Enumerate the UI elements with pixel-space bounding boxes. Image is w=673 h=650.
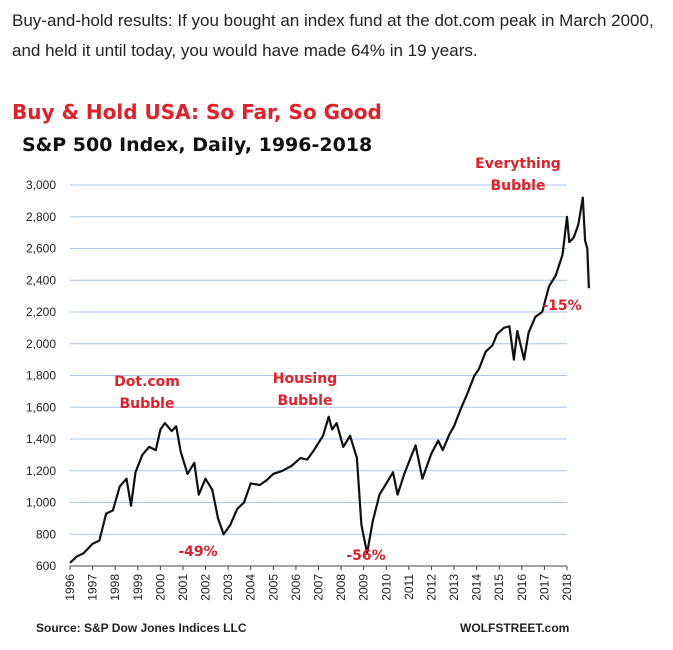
y-tick-label: 1,600 <box>26 400 56 414</box>
y-tick-label: 2,600 <box>26 242 56 256</box>
x-tick-label: 2011 <box>402 574 416 600</box>
x-tick-label: 2004 <box>244 574 258 601</box>
y-tick-label: 1,800 <box>26 369 56 383</box>
x-tick-label: 2008 <box>334 574 348 601</box>
x-tick-label: 2003 <box>221 574 235 601</box>
y-tick-label: 1,200 <box>26 464 56 478</box>
source-note: Source: S&P Dow Jones Indices LLC <box>36 621 247 635</box>
x-tick-label: 1997 <box>86 574 100 601</box>
annotation-drawdown-15: -15% <box>542 298 581 314</box>
y-tick-label: 3,000 <box>26 178 56 192</box>
brand-label: WOLFSTREET.com <box>460 621 570 635</box>
annotation-dotcom-bubble: Dot.com Bubble <box>114 374 180 412</box>
annotation-drawdown-56: -56% <box>346 548 385 564</box>
x-axis-tick-labels: 1996 1997 1998 1999 2000 2001 2002 2003 2004 2005… <box>63 566 574 601</box>
x-tick-label: 2007 <box>312 574 326 601</box>
x-tick-label: 1998 <box>108 574 122 601</box>
y-tick-label: 2,400 <box>26 273 56 287</box>
x-tick-label: 2009 <box>357 574 371 601</box>
x-tick-label: 2000 <box>153 574 167 601</box>
annotation-housing-bubble: Housing Bubble <box>273 371 337 409</box>
x-tick-label: 2006 <box>289 574 303 601</box>
y-tick-label: 600 <box>36 559 56 573</box>
caption-text: Buy-and-hold results: If you bought an i… <box>12 11 654 60</box>
annotation-drawdown-49: -49% <box>178 544 217 560</box>
x-tick-label: 1999 <box>131 574 145 601</box>
series-line-sp500 <box>69 196 590 564</box>
chart-panel <box>12 90 662 645</box>
x-tick-label: 2013 <box>447 574 461 601</box>
x-tick-label: 2018 <box>560 574 574 601</box>
x-tick-label: 2010 <box>379 574 393 601</box>
y-tick-label: 800 <box>36 527 56 541</box>
x-tick-label: 2002 <box>199 574 213 601</box>
chart-title: Buy & Hold USA: So Far, So Good <box>12 100 382 124</box>
x-tick-label: 2017 <box>537 574 551 601</box>
chart-subtitle: S&P 500 Index, Daily, 1996-2018 <box>22 134 373 156</box>
x-tick-label: 2012 <box>424 574 438 601</box>
y-tick-label: 1,400 <box>26 432 56 446</box>
y-tick-label: 2,000 <box>26 337 56 351</box>
y-axis-tick-labels: 600 800 1,000 1,200 1,400 1,600 1,800 2,000 2,20… <box>26 178 56 573</box>
x-tick-label: 2015 <box>492 574 506 601</box>
x-tick-label: 2016 <box>515 574 529 601</box>
x-tick-label: 2001 <box>176 574 190 601</box>
y-tick-label: 2,800 <box>26 210 56 224</box>
x-tick-label: 1996 <box>63 574 77 601</box>
annotations: Dot.com Bubble Housing Bubble Everything Bubb… <box>114 156 582 564</box>
annotation-everything-bubble: Everything Bubble <box>475 156 561 194</box>
x-tick-label: 2005 <box>266 574 280 601</box>
x-tick-label: 2014 <box>470 574 484 601</box>
y-tick-label: 2,200 <box>26 305 56 319</box>
y-tick-label: 1,000 <box>26 496 56 510</box>
